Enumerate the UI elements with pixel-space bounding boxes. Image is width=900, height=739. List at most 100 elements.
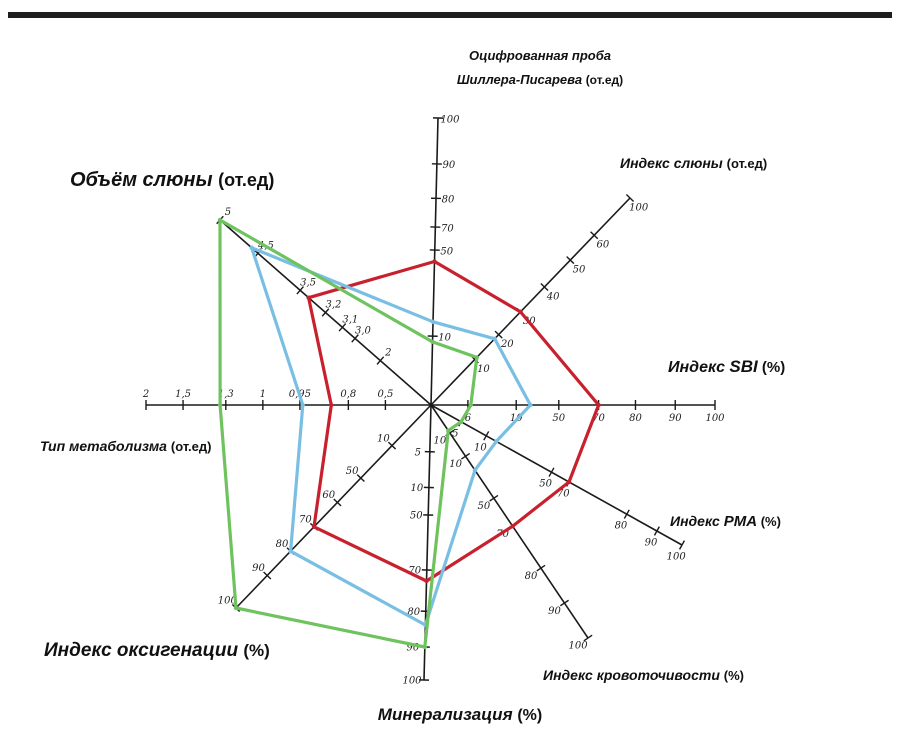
labels-layer: Оцифрованная проба Шиллера-Писарева (от.е… [40,48,785,724]
axis-tick [625,194,635,202]
tick-label: 50 [573,264,586,275]
axis-tick [356,474,365,483]
axis-title-part: (%) [724,668,744,683]
tick-label: 10 [411,483,424,494]
tick-label: 10 [434,436,447,447]
axis-title-metabolism: Тип метаболизма (от.ед) [40,438,211,454]
axis-title-part: (от.ед) [586,73,623,87]
series-polygon-3 [218,218,479,649]
axis-tick [376,356,385,365]
axis-title-part: Индекс слюны [620,155,727,171]
tick-label: 10 [438,332,451,343]
tick-label: 100 [705,413,725,424]
tick-label: 50 [539,479,552,490]
axis-tick [536,564,546,572]
axis-title-part: Индекс оксигенации [44,640,243,661]
axis-title-part: Индекс [670,513,724,529]
tick-label: 80 [276,539,289,550]
series-point [566,479,572,485]
series-point [528,402,533,408]
axis-title-part: Индекс кровоточивости [543,667,724,683]
series-point [311,524,317,529]
axis-title-sbi: Индекс SBI (%) [668,357,785,376]
series-point [422,644,428,650]
tick-label: 3,2 [325,299,341,310]
tick-label: 90 [548,606,561,617]
tick-label: 0,8 [340,389,356,400]
tick-label: 1,5 [175,389,191,400]
tick-label: 70 [592,413,605,424]
tick-label: 50 [552,413,565,424]
series-point [474,355,479,360]
axis-tick [653,526,660,536]
tick-label: 3,1 [342,314,358,325]
series-point [492,336,497,341]
axis-title-part: Индекс [668,359,729,376]
series-point [217,402,223,408]
tick-label: 2 [142,389,149,400]
axis-tick [461,452,471,460]
tick-label: 90 [645,537,658,548]
axis-line-pma [430,404,683,546]
axis-tick [489,494,499,502]
tick-label: 50 [440,246,453,257]
series-point [494,439,499,444]
tick-label: 5 [415,447,421,458]
axis-tick [678,540,686,550]
tick-label: 100 [218,596,238,607]
axis-tick [566,256,575,265]
axis-title-part: PMA [724,513,757,530]
series-point [510,523,515,529]
axis-tick [338,323,347,332]
series-point [300,402,305,408]
tick-label: 90 [443,160,456,171]
axis-tick [263,571,272,580]
axis-title-part: Шиллера-Писарева [457,72,586,87]
series-point [249,245,254,250]
tick-label: 70 [441,223,454,234]
axis-title-shiller: Оцифрованная проба [469,48,611,63]
axis-tick [483,431,490,441]
tick-label: 70 [299,514,312,525]
axis-tick [540,283,549,291]
axis-tick [387,441,397,450]
tick-label: 100 [440,114,460,125]
tick-label: 70 [496,529,509,540]
axis-title-part: Оцифрованная проба [469,48,611,63]
tick-label: 80 [442,195,455,206]
series-point [430,339,435,345]
series-point [306,295,311,300]
axis-title-part: (%) [757,514,781,529]
series-point [472,468,478,473]
axis-line-oxygenation [235,404,432,609]
tick-label: 80 [525,571,538,582]
tick-label: 100 [629,202,649,213]
series-point [468,402,473,408]
tick-label: 10 [477,364,490,375]
axis-tick [590,231,599,240]
series-point [458,419,464,424]
tick-label: 10 [474,442,487,453]
axis-line-saliva_index [430,197,631,406]
tick-label: 60 [322,490,335,501]
axis-title-oxygenation: Индекс оксигенации (%) [44,640,270,661]
tick-label: 20 [500,339,514,350]
series-point [596,402,601,408]
axis-tick [296,286,305,295]
tick-label: 90 [406,643,419,654]
tick-label: 40 [546,291,560,302]
axis-title-part: (от.ед) [727,156,768,171]
axis-title-saliva_index: Индекс слюны (от.ед) [620,155,767,171]
axis-tick [583,634,593,642]
axis-title-part: Объём слюны [70,169,218,191]
tick-label: 90 [252,563,265,574]
tick-label: 100 [667,551,687,562]
tick-label: 3,0 [355,325,372,336]
series-point [430,319,436,324]
axis-tick [351,334,359,343]
tick-label: 1 [260,389,266,400]
axis-title-pma: Индекс PMA (%) [670,513,781,530]
series-point [233,605,239,611]
series-point [518,309,523,315]
tick-label: 90 [669,413,682,424]
